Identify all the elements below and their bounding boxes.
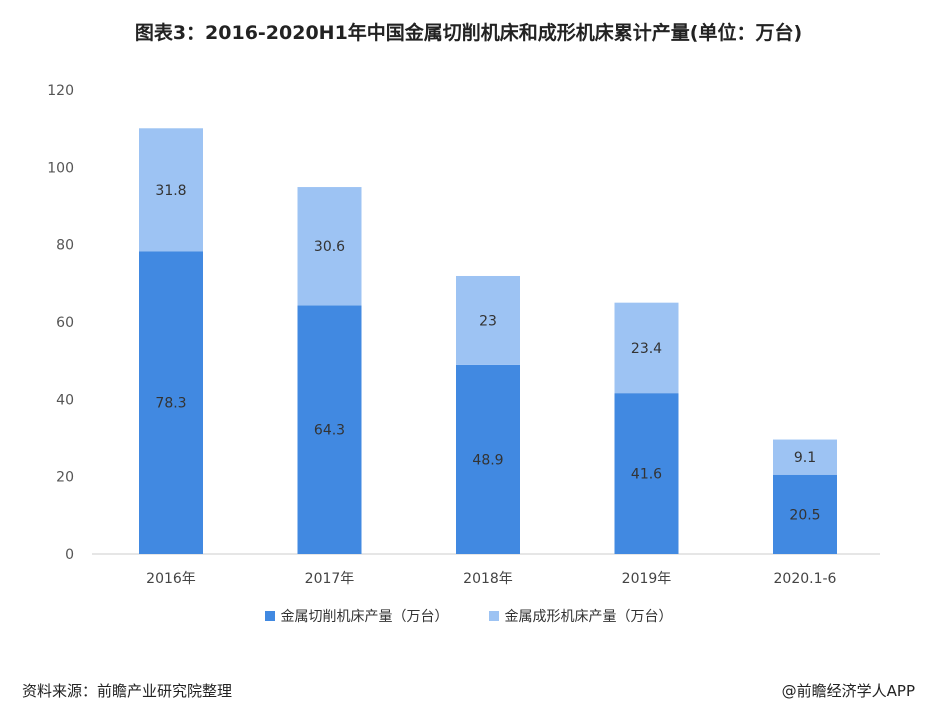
bar-forming	[773, 439, 837, 475]
data-label: 64.3	[314, 423, 345, 439]
legend-item-cutting: 金属切削机床产量（万台）	[264, 606, 449, 626]
y-tick-label: 0	[65, 547, 74, 563]
legend-swatch	[264, 611, 275, 621]
y-tick-label: 20	[56, 470, 74, 486]
bar-chart: 0 20 40 60 80 100 120 78.3 31.8 2016年 64.3 30.6 2017…	[47, 83, 880, 587]
data-label: 23	[479, 313, 497, 329]
bar-cutting	[456, 364, 520, 554]
brand-note: @前瞻经济学人APP	[781, 682, 915, 700]
data-label: 20.5	[789, 507, 820, 523]
data-label: 41.6	[631, 467, 662, 483]
x-tick-label: 2020.1-6	[774, 571, 837, 587]
data-label: 9.1	[794, 450, 816, 466]
x-tick-label: 2016年	[146, 571, 196, 587]
source-note: 资料来源：前瞻产业研究院整理	[22, 682, 233, 700]
bar-cutting	[139, 251, 203, 555]
legend-label: 金属切削机床产量（万台）	[280, 609, 449, 625]
y-tick-label: 80	[56, 238, 74, 254]
y-tick-label: 60	[56, 315, 74, 331]
legend-swatch	[488, 611, 499, 621]
x-tick-label: 2018年	[463, 571, 513, 587]
x-tick-label: 2017年	[305, 571, 355, 587]
legend-item-forming: 金属成形机床产量（万台）	[488, 606, 673, 626]
data-label: 78.3	[155, 396, 186, 412]
bar-forming	[297, 187, 362, 306]
bar-cutting	[773, 474, 837, 554]
data-label: 31.8	[155, 183, 186, 199]
data-label: 23.4	[631, 341, 662, 357]
bar-forming	[456, 275, 520, 365]
data-label: 48.9	[472, 452, 503, 468]
legend-label: 金属成形机床产量（万台）	[504, 609, 673, 625]
x-tick-label: 2019年	[622, 571, 672, 587]
bar-forming	[614, 302, 679, 394]
y-tick-label: 120	[47, 83, 74, 99]
bar-cutting	[297, 305, 362, 554]
chart-title: 图表3：2016-2020H1年中国金属切削机床和成形机床累计产量(单位：万台)	[134, 22, 803, 44]
y-tick-label: 40	[56, 392, 74, 408]
bar-cutting	[614, 393, 679, 554]
y-tick-label: 100	[47, 160, 74, 176]
data-label: 30.6	[314, 239, 345, 255]
legend: 金属切削机床产量（万台） 金属成形机床产量（万台）	[0, 606, 937, 626]
bar-forming	[139, 128, 203, 252]
